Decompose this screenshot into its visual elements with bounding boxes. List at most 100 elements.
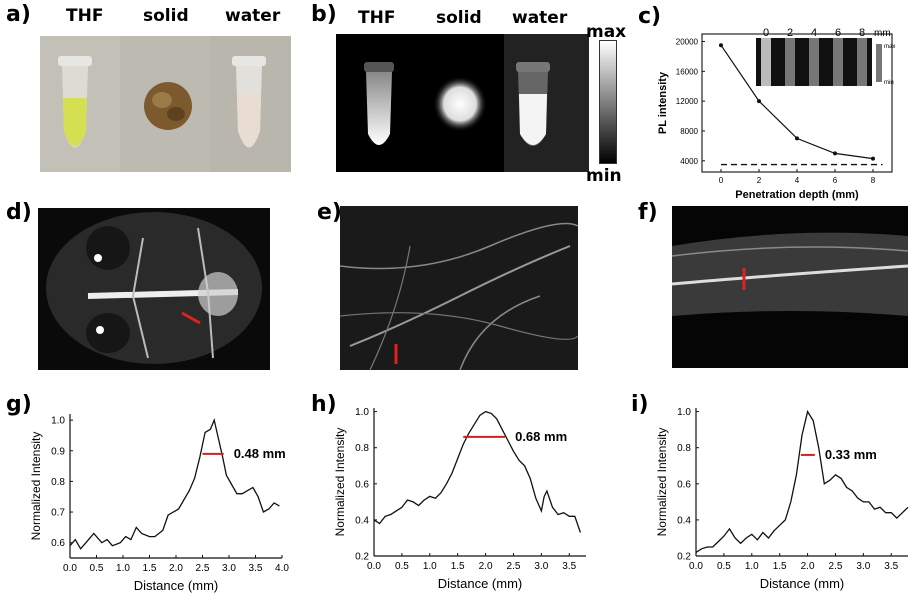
y-tick-label: 0.6 xyxy=(51,538,65,549)
x-tick-label: 1.0 xyxy=(116,563,130,574)
y-axis-label: Normalized Intensity xyxy=(333,428,347,537)
y-tick-label: 0.6 xyxy=(677,479,691,490)
x-tick-label: 2.0 xyxy=(169,563,183,574)
inset-colorbar xyxy=(876,44,882,82)
panel-b-colorbar xyxy=(599,40,617,164)
panel-d-vasculature-image xyxy=(38,208,270,370)
y-tick-label: 0.2 xyxy=(677,552,691,563)
chart-i: 0.0 0.5 1.0 1.5 2.0 2.5 3.0 3.5 0.2 0.4 0.6 0.8 1.0 0… xyxy=(655,407,909,591)
inset-tick-label: 4 xyxy=(811,27,817,39)
y-axis-label: Normalized Intensity xyxy=(29,432,43,541)
x-tick-label: 1.0 xyxy=(745,561,759,572)
inset-strip xyxy=(857,38,867,86)
x-tick-label: 0.5 xyxy=(717,561,731,572)
x-tick-label: 0.5 xyxy=(395,561,409,572)
data-point xyxy=(833,151,837,156)
x-tick-label: 6 xyxy=(833,176,838,185)
inset-tick-label: 8 xyxy=(859,27,865,39)
panel-letter-h: h) xyxy=(311,392,337,417)
panel-d-scan-line xyxy=(181,311,201,325)
inset-tick-label: 0 xyxy=(763,27,769,39)
x-tick-label: 0 xyxy=(719,176,724,185)
panel-b-label-thf: THF xyxy=(358,8,396,28)
panel-letter-c: c) xyxy=(638,4,662,29)
data-point xyxy=(719,43,723,48)
y-tick-label: 1.0 xyxy=(51,416,65,427)
x-tick-label: 2 xyxy=(757,176,762,185)
chart-g: 0.0 0.5 1.0 1.5 2.0 2.5 3.0 3.5 4.0 0.6 0.7 0.8 0.9 1… xyxy=(29,414,289,593)
x-tick-label: 3.5 xyxy=(562,561,576,572)
y-tick-label: 12000 xyxy=(676,97,699,106)
inset-tick-label: 6 xyxy=(835,27,841,39)
fwhm-label: 0.48 mm xyxy=(234,446,286,461)
chart-c: 0 2 4 6 8 4000 8000 12000 16000 20000 Penetration … xyxy=(657,27,895,201)
x-tick-label: 3.0 xyxy=(222,563,236,574)
y-tick-label: 8000 xyxy=(680,127,698,136)
x-axis-label: Distance (mm) xyxy=(438,576,523,591)
x-tick-label: 8 xyxy=(871,176,876,185)
fwhm-label: 0.68 mm xyxy=(515,429,567,444)
y-tick-label: 20000 xyxy=(676,37,699,46)
y-tick-label: 0.8 xyxy=(677,443,691,454)
chart-h: 0.0 0.5 1.0 1.5 2.0 2.5 3.0 3.5 0.2 0.4 0.6 0.8 1.0 0… xyxy=(333,407,586,591)
y-axis-label: Normalized Intensity xyxy=(655,428,669,537)
panel-letter-f: f) xyxy=(638,200,658,225)
y-tick-label: 0.9 xyxy=(51,446,65,457)
y-tick-label: 16000 xyxy=(676,67,699,76)
colorbar-max-label: max xyxy=(586,22,627,42)
intensity-profile-line xyxy=(69,417,280,550)
y-tick-label: 0.8 xyxy=(51,477,65,488)
y-tick-label: 0.4 xyxy=(677,515,691,526)
panel-letter-i: i) xyxy=(631,392,649,417)
x-tick-label: 1.5 xyxy=(451,561,465,572)
y-axis-label: PL intensity xyxy=(657,71,669,134)
x-tick-label: 2.5 xyxy=(507,561,521,572)
y-tick-label: 0.8 xyxy=(355,443,369,454)
x-tick-label: 4 xyxy=(795,176,800,185)
x-tick-label: 2.0 xyxy=(479,561,493,572)
x-tick-label: 3.5 xyxy=(249,563,263,574)
y-tick-label: 1.0 xyxy=(677,407,691,418)
y-tick-label: 0.2 xyxy=(355,552,369,563)
x-tick-label: 3.0 xyxy=(856,561,870,572)
panel-a-label-thf: THF xyxy=(66,6,104,26)
fwhm-label: 0.33 mm xyxy=(825,447,877,462)
x-tick-label: 2.5 xyxy=(829,561,843,572)
inset-strip xyxy=(833,38,843,86)
data-point xyxy=(795,136,799,141)
x-tick-label: 0.0 xyxy=(63,563,77,574)
inset-strip xyxy=(809,38,819,86)
panel-a-label-solid: solid xyxy=(143,6,189,26)
panel-a-vials-photo xyxy=(40,36,291,172)
inset-strip xyxy=(761,38,771,86)
panel-letter-a: a) xyxy=(6,2,31,27)
panel-letter-g: g) xyxy=(6,392,32,417)
y-tick-label: 0.4 xyxy=(355,515,369,526)
data-point xyxy=(871,156,875,161)
data-point xyxy=(757,99,761,104)
x-tick-label: 1.0 xyxy=(423,561,437,572)
panel-b-label-solid: solid xyxy=(436,8,482,28)
x-tick-label: 3.0 xyxy=(534,561,548,572)
x-axis-label: Penetration depth (mm) xyxy=(735,189,859,201)
inset-bar-min: min xyxy=(884,80,894,86)
y-tick-label: 0.7 xyxy=(51,508,65,519)
panel-f-vasculature-image xyxy=(672,206,908,368)
panel-a-label-water: water xyxy=(225,6,281,26)
x-tick-label: 4.0 xyxy=(275,563,289,574)
x-tick-label: 1.5 xyxy=(143,563,157,574)
panel-letter-e: e) xyxy=(317,200,342,225)
intensity-profile-line xyxy=(373,410,582,533)
x-tick-label: 2.5 xyxy=(196,563,210,574)
inset-unit: mm xyxy=(874,28,891,39)
inset-strip xyxy=(785,38,795,86)
panel-b-label-water: water xyxy=(512,8,568,28)
x-tick-label: 3.5 xyxy=(884,561,898,572)
x-tick-label: 2.0 xyxy=(801,561,815,572)
y-tick-label: 4000 xyxy=(680,157,698,166)
inset-bar-max: max xyxy=(884,44,895,50)
intensity-profile-line xyxy=(695,409,909,553)
panel-letter-d: d) xyxy=(6,200,32,225)
panel-b-fluorescence-image xyxy=(336,34,589,172)
x-tick-label: 1.5 xyxy=(773,561,787,572)
